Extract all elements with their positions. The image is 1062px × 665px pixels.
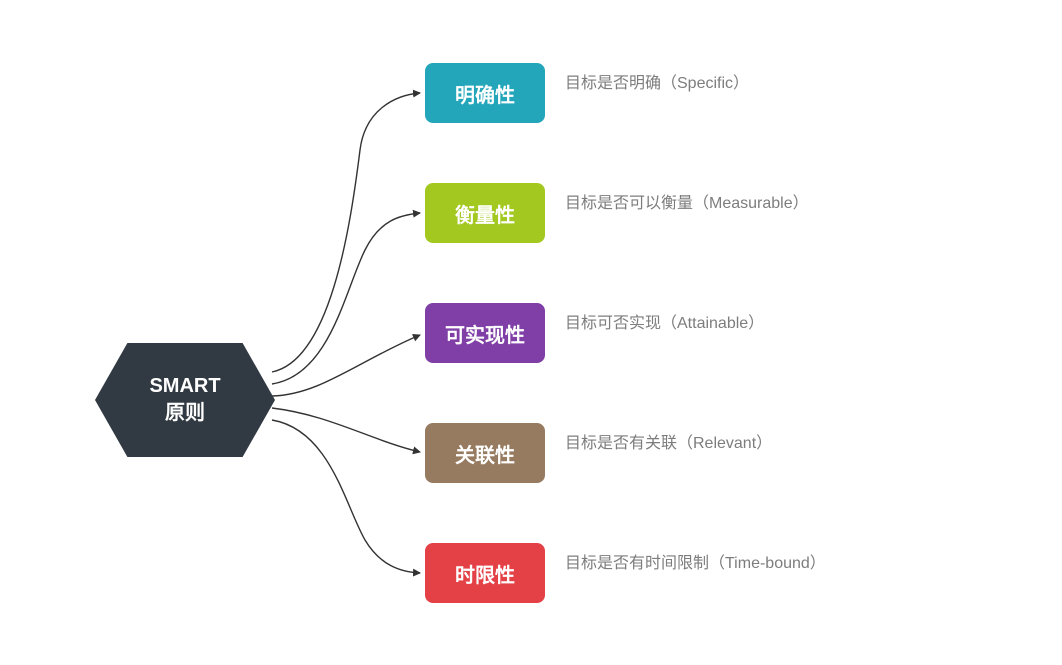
node-desc-specific: 目标是否明确（Specific） (565, 69, 749, 93)
node-timebound: 时限性 (425, 543, 545, 603)
node-measurable: 衡量性 (425, 183, 545, 243)
node-label: 衡量性 (455, 199, 515, 228)
connector-relevant (272, 408, 420, 452)
node-label: 时限性 (455, 559, 515, 588)
node-relevant: 关联性 (425, 423, 545, 483)
node-desc-attainable: 目标可否实现（Attainable） (565, 309, 764, 333)
root-label: SMART原则 (149, 373, 220, 427)
node-label: 关联性 (455, 439, 515, 468)
connector-attainable (272, 335, 420, 396)
connector-specific (272, 93, 420, 372)
connector-timebound (272, 420, 420, 573)
root-node: SMART原则 (95, 343, 275, 457)
node-desc-relevant: 目标是否有关联（Relevant） (565, 429, 772, 453)
node-specific: 明确性 (425, 63, 545, 123)
node-label: 明确性 (455, 79, 515, 108)
node-label: 可实现性 (445, 319, 525, 348)
node-attainable: 可实现性 (425, 303, 545, 363)
connector-measurable (272, 213, 420, 384)
node-desc-measurable: 目标是否可以衡量（Measurable） (565, 189, 809, 213)
node-desc-timebound: 目标是否有时间限制（Time-bound） (565, 549, 826, 573)
